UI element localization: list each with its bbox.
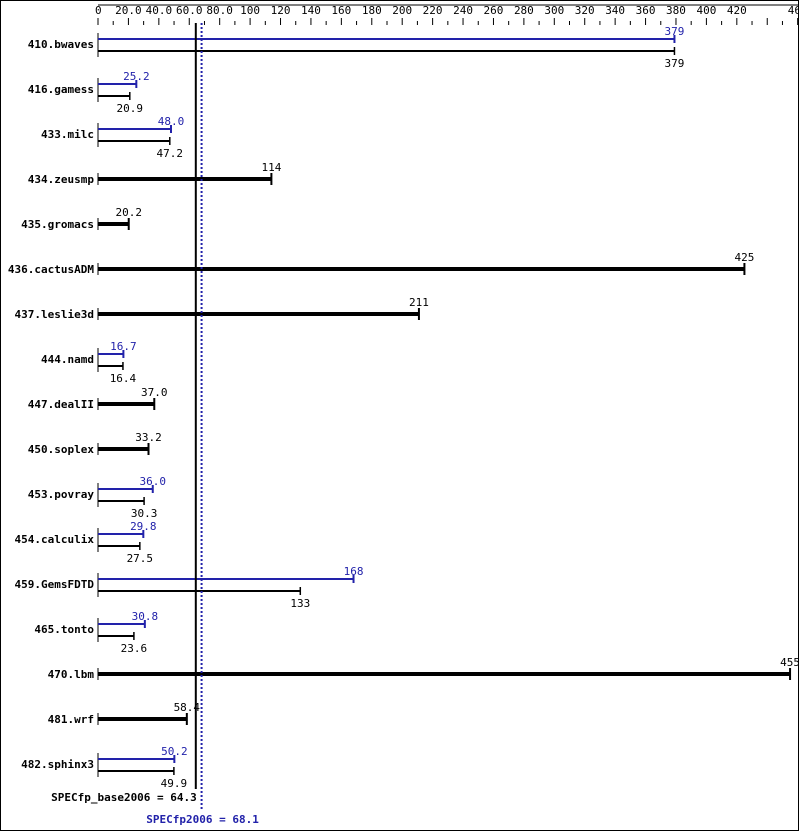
x-tick-label: 220 (423, 4, 443, 17)
category-label: 481.wrf (48, 713, 94, 726)
base-value-label: 20.9 (117, 102, 144, 115)
x-tick-label: 300 (544, 4, 564, 17)
x-tick-label: 380 (666, 4, 686, 17)
peak-value-label: 379 (665, 25, 685, 38)
category-label: 465.tonto (34, 623, 94, 636)
x-tick-label: 240 (453, 4, 473, 17)
category-label: 450.soplex (28, 443, 95, 456)
base-value-label: 425 (734, 251, 754, 264)
x-tick-label: 260 (484, 4, 504, 17)
x-tick-label: 200 (392, 4, 412, 17)
category-label: 435.gromacs (21, 218, 94, 231)
x-tick-label: 60.0 (176, 4, 203, 17)
base-value-label: 114 (261, 161, 281, 174)
peak-value-label: 30.8 (132, 610, 159, 623)
peak-value-label: 16.7 (110, 340, 137, 353)
category-label: 459.GemsFDTD (15, 578, 95, 591)
x-tick-label: 160 (331, 4, 351, 17)
peak-value-label: 25.2 (123, 70, 150, 83)
x-tick-label: 20.0 (115, 4, 142, 17)
base-value-label: 23.6 (121, 642, 148, 655)
category-label: 433.milc (41, 128, 94, 141)
base-value-label: 20.2 (115, 206, 142, 219)
category-label: 437.leslie3d (15, 308, 94, 321)
x-tick-label: 420 (727, 4, 747, 17)
x-tick-label: 80.0 (206, 4, 233, 17)
x-tick-label: 460 (788, 4, 799, 17)
category-label: 444.namd (41, 353, 94, 366)
base-value-label: 133 (290, 597, 310, 610)
base-value-label: 455 (780, 656, 799, 669)
base-value-label: 47.2 (157, 147, 184, 160)
base-value-label: 49.9 (161, 777, 188, 790)
x-tick-label: 360 (636, 4, 656, 17)
x-tick-label: 120 (271, 4, 291, 17)
category-label: 436.cactusADM (8, 263, 94, 276)
category-label: 453.povray (28, 488, 95, 501)
base-reference-label: SPECfp_base2006 = 64.3 (51, 791, 197, 804)
base-value-label: 211 (409, 296, 429, 309)
category-label: 447.dealII (28, 398, 94, 411)
category-label: 482.sphinx3 (21, 758, 94, 771)
peak-reference-label: SPECfp2006 = 68.1 (146, 813, 259, 826)
x-tick-label: 100 (240, 4, 260, 17)
x-tick-label: 280 (514, 4, 534, 17)
x-tick-label: 180 (362, 4, 382, 17)
x-tick-label: 140 (301, 4, 321, 17)
x-tick-label: 400 (696, 4, 716, 17)
x-tick-label: 340 (605, 4, 625, 17)
peak-value-label: 168 (344, 565, 364, 578)
base-value-label: 33.2 (135, 431, 162, 444)
category-label: 416.gamess (28, 83, 94, 96)
base-value-label: 379 (665, 57, 685, 70)
base-value-label: 58.4 (174, 701, 201, 714)
category-label: 454.calculix (15, 533, 95, 546)
peak-value-label: 50.2 (161, 745, 188, 758)
x-tick-label: 0 (95, 4, 102, 17)
base-value-label: 16.4 (110, 372, 137, 385)
category-label: 470.lbm (48, 668, 95, 681)
x-tick-label: 320 (575, 4, 595, 17)
base-value-label: 37.0 (141, 386, 168, 399)
peak-value-label: 48.0 (158, 115, 185, 128)
base-value-label: 30.3 (131, 507, 158, 520)
category-label: 410.bwaves (28, 38, 94, 51)
x-tick-label: 40.0 (146, 4, 173, 17)
peak-value-label: 36.0 (140, 475, 167, 488)
category-label: 434.zeusmp (28, 173, 95, 186)
base-value-label: 27.5 (127, 552, 154, 565)
peak-value-label: 29.8 (130, 520, 157, 533)
